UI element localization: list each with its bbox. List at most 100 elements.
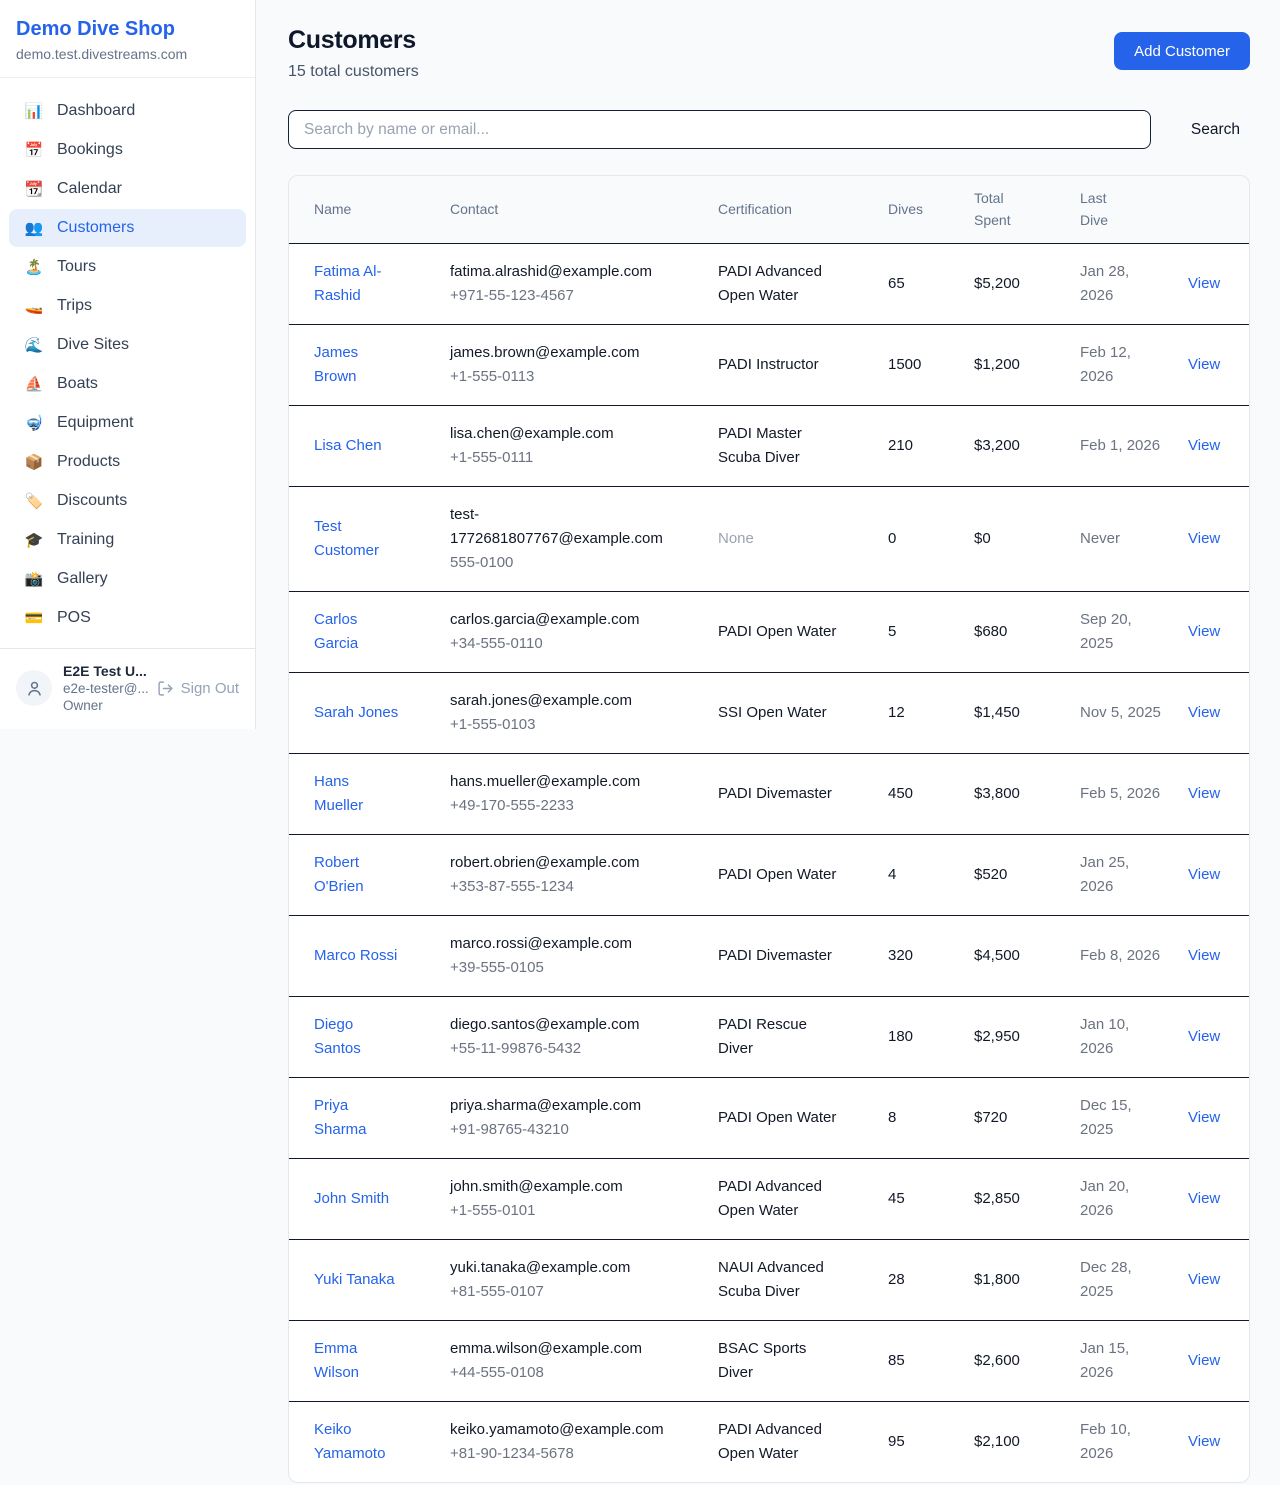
customer-name-link[interactable]: Emma Wilson [289,1320,434,1403]
view-link[interactable]: View [1172,1320,1249,1403]
customer-total-spent: $2,100 [974,1433,1020,1451]
brand-name[interactable]: Demo Dive Shop [16,18,175,40]
customer-contact: keiko.yamamoto@example.com +81-90-1234-56… [450,1421,664,1463]
customer-total-spent: $720 [958,1077,1064,1160]
sidebar-item-dive-sites[interactable]: 🌊 Dive Sites [9,326,246,364]
customer-certification: PADI Divemaster [702,915,872,998]
customer-name-link[interactable]: Fatima Al-Rashid [289,243,434,326]
table-row: Test Customer test-1772681807767@example… [289,486,1249,593]
user-meta: E2E Test U... e2e-tester@... Owner [63,663,149,713]
customer-name-link[interactable]: Yuki Tanaka [289,1239,434,1322]
customer-name-link[interactable]: Sarah Jones [289,672,434,755]
brand-domain: demo.test.divestreams.com [16,46,188,62]
customer-last-dive: Jan 20, 2026 [1064,1158,1172,1241]
sidebar-item-label: POS [57,609,91,626]
view-link[interactable]: View [1172,753,1249,836]
customer-total-spent: $3,800 [958,753,1064,836]
customer-name-link[interactable]: Lisa Chen [289,405,434,488]
view-link[interactable]: View [1172,915,1249,998]
search-bar: Search [288,110,1250,149]
customer-certification: None [702,486,872,593]
view-link[interactable]: View [1172,405,1249,488]
customer-total-spent: $1,200 [958,324,1064,407]
sidebar-item-label: Boats [57,375,98,392]
sidebar-item-tours[interactable]: 🏝️ Tours [9,248,246,286]
sidebar-item-discounts[interactable]: 🏷️ Discounts [9,482,246,520]
user-section: E2E Test U... e2e-tester@... Owner Sign … [0,648,255,729]
customer-name-link[interactable]: Robert O'Brien [289,834,434,917]
customer-name-link[interactable]: Test Customer [289,486,434,593]
sidebar-item-dashboard[interactable]: 📊 Dashboard [9,92,246,130]
customer-dives: 1500 [872,324,958,407]
sidebar-item-bookings[interactable]: 📅 Bookings [9,131,246,169]
boats-icon: ⛵ [24,375,44,393]
sidebar-item-label: Tours [57,258,97,275]
sidebar-item-pos[interactable]: 💳 POS [9,599,246,637]
view-link[interactable]: View [1188,1433,1221,1451]
user-role: Owner [63,698,103,713]
col-header-total-spent: Total Spent [958,176,1064,245]
customers-table: Name Contact Certification Dives Total S… [289,176,1249,1482]
customer-name-link[interactable]: John Smith [289,1158,434,1241]
view-link[interactable]: View [1172,1158,1249,1241]
customer-dives: 210 [872,405,958,488]
view-link[interactable]: View [1172,996,1249,1079]
sidebar-item-label: Dashboard [57,102,136,119]
sidebar-nav: 📊 Dashboard 📅 Bookings 📆 Calendar 👥 Customer… [0,78,255,648]
customer-total-spent: $5,200 [958,243,1064,326]
sign-out-button[interactable]: Sign Out [157,680,239,697]
sidebar-item-label: Equipment [57,414,134,431]
customer-name-link[interactable]: Keiko Yamamoto [314,1421,386,1463]
view-link[interactable]: View [1172,324,1249,407]
sidebar-item-boats[interactable]: ⛵ Boats [9,365,246,403]
customers-table-card: Name Contact Certification Dives Total S… [288,175,1250,1484]
table-row: Robert O'Brien robert.obrien@example.com… [289,834,1249,917]
equipment-icon: 🤿 [24,414,44,432]
customer-total-spent: $520 [958,834,1064,917]
table-row: Carlos Garcia carlos.garcia@example.com +… [289,591,1249,674]
products-icon: 📦 [24,453,44,471]
sidebar-item-gallery[interactable]: 📸 Gallery [9,560,246,598]
customer-contact: james.brown@example.com +1-555-0113 [434,324,702,407]
sidebar-item-label: Products [57,453,121,470]
search-input[interactable] [288,110,1151,149]
customer-last-dive: Jan 15, 2026 [1064,1320,1172,1403]
bookings-icon: 📅 [24,141,44,159]
view-link[interactable]: View [1172,243,1249,326]
add-customer-button[interactable]: Add Customer [1114,32,1250,70]
view-link[interactable]: View [1172,1239,1249,1322]
customer-certification: NAUI Advanced Scuba Diver [702,1239,872,1322]
view-link[interactable]: View [1172,591,1249,674]
customer-total-spent: $4,500 [958,915,1064,998]
customer-last-dive: Sep 20, 2025 [1064,591,1172,674]
sidebar-item-training[interactable]: 🎓 Training [9,521,246,559]
sidebar-item-customers[interactable]: 👥 Customers [9,209,246,247]
sidebar-item-equipment[interactable]: 🤿 Equipment [9,404,246,442]
customer-contact: sarah.jones@example.com +1-555-0103 [434,672,702,755]
customer-name-link[interactable]: James Brown [289,324,434,407]
col-header-name: Name [289,176,434,245]
view-link[interactable]: View [1172,486,1249,593]
sidebar-item-trips[interactable]: 🚤 Trips [9,287,246,325]
customer-dives: 8 [872,1077,958,1160]
customer-name-link[interactable]: Hans Mueller [289,753,434,836]
user-name: E2E Test U... [63,663,147,679]
sidebar-item-calendar[interactable]: 📆 Calendar [9,170,246,208]
view-link[interactable]: View [1172,834,1249,917]
sidebar-item-label: Discounts [57,492,128,509]
table-row: James Brown james.brown@example.com +1-55… [289,324,1249,407]
customer-name-link[interactable]: Marco Rossi [289,915,434,998]
customer-certification: SSI Open Water [702,672,872,755]
customer-name-link[interactable]: Priya Sharma [289,1077,434,1160]
customer-last-dive: Nov 5, 2025 [1064,672,1172,755]
view-link[interactable]: View [1172,1077,1249,1160]
search-button[interactable]: Search [1181,113,1250,147]
customer-certification: PADI Master Scuba Diver [702,405,872,488]
customer-certification: PADI Open Water [702,834,872,917]
customer-last-dive: Feb 8, 2026 [1064,915,1172,998]
customer-name-link[interactable]: Carlos Garcia [289,591,434,674]
sidebar-item-products[interactable]: 📦 Products [9,443,246,481]
dive-sites-icon: 🌊 [24,336,44,354]
customer-name-link[interactable]: Diego Santos [289,996,434,1079]
view-link[interactable]: View [1172,672,1249,755]
